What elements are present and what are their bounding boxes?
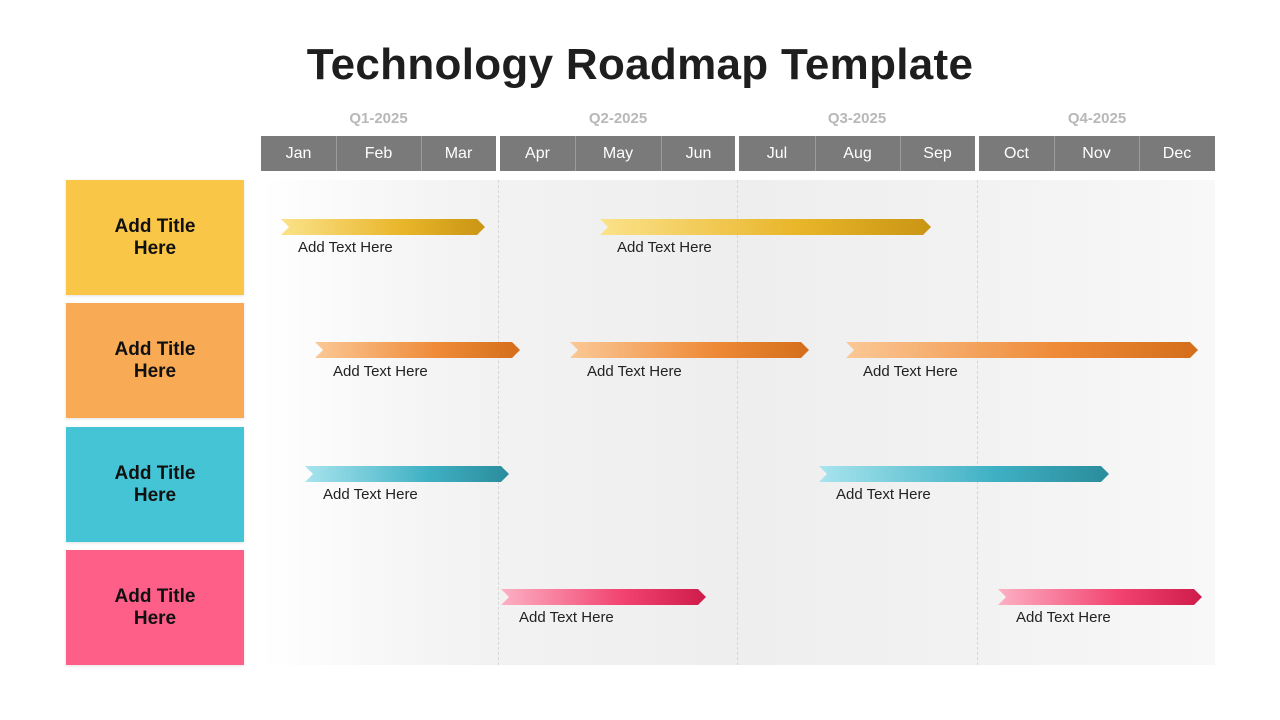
timeline-bar-label: Add Text Here	[836, 486, 931, 503]
timeline-bar	[570, 342, 809, 358]
quarter-label-q3: Q3-2025	[827, 110, 887, 127]
timeline-bar	[315, 342, 520, 358]
month-nov: Nov	[1082, 145, 1111, 162]
timeline-bar	[846, 342, 1198, 358]
quarter-label-q2: Q2-2025	[588, 110, 648, 127]
row-title-3: Add Title Here	[66, 427, 244, 542]
month-divider	[1139, 136, 1140, 171]
quarter-gap	[496, 136, 500, 171]
timeline-bar-label: Add Text Here	[863, 363, 958, 380]
quarter-gridline	[737, 180, 738, 665]
timeline-bar	[600, 219, 931, 235]
month-divider	[815, 136, 816, 171]
quarter-gap	[735, 136, 739, 171]
timeline-bar-label: Add Text Here	[333, 363, 428, 380]
timeline-bar-label: Add Text Here	[1016, 609, 1111, 626]
quarter-gridline	[498, 180, 499, 665]
month-divider	[900, 136, 901, 171]
row-title-4: Add Title Here	[66, 550, 244, 665]
month-divider	[336, 136, 337, 171]
quarter-gridline	[977, 180, 978, 665]
row-title-text: Add Title Here	[114, 215, 196, 259]
quarter-gap	[975, 136, 979, 171]
month-jul: Jul	[766, 145, 788, 162]
timeline-bar-label: Add Text Here	[587, 363, 682, 380]
timeline-bar	[998, 589, 1202, 605]
timeline-area	[261, 180, 1215, 665]
month-divider	[1054, 136, 1055, 171]
month-jun: Jun	[685, 145, 712, 162]
page-title: Technology Roadmap Template	[306, 40, 974, 89]
quarter-label-q4: Q4-2025	[1067, 110, 1127, 127]
row-title-text: Add Title Here	[114, 585, 196, 629]
month-apr: Apr	[525, 145, 550, 162]
row-title-1: Add Title Here	[66, 180, 244, 295]
month-feb: Feb	[364, 145, 393, 162]
timeline-bar-label: Add Text Here	[323, 486, 418, 503]
timeline-bar-label: Add Text Here	[519, 609, 614, 626]
quarter-label-q1: Q1-2025	[349, 110, 408, 127]
timeline-bar	[281, 219, 485, 235]
month-mar: Mar	[444, 145, 473, 162]
month-may: May	[602, 145, 634, 162]
month-sep: Sep	[923, 145, 952, 162]
month-jan: Jan	[285, 145, 312, 162]
month-divider	[661, 136, 662, 171]
row-title-text: Add Title Here	[114, 338, 196, 382]
timeline-bar	[305, 466, 509, 482]
row-title-2: Add Title Here	[66, 303, 244, 418]
month-divider	[575, 136, 576, 171]
month-divider	[421, 136, 422, 171]
month-aug: Aug	[843, 145, 872, 162]
row-title-text: Add Title Here	[114, 462, 196, 506]
timeline-bar-label: Add Text Here	[617, 239, 712, 256]
month-dec: Dec	[1162, 145, 1192, 162]
month-oct: Oct	[1004, 145, 1029, 162]
timeline-bar	[819, 466, 1109, 482]
timeline-bar-label: Add Text Here	[298, 239, 393, 256]
timeline-bar	[501, 589, 706, 605]
